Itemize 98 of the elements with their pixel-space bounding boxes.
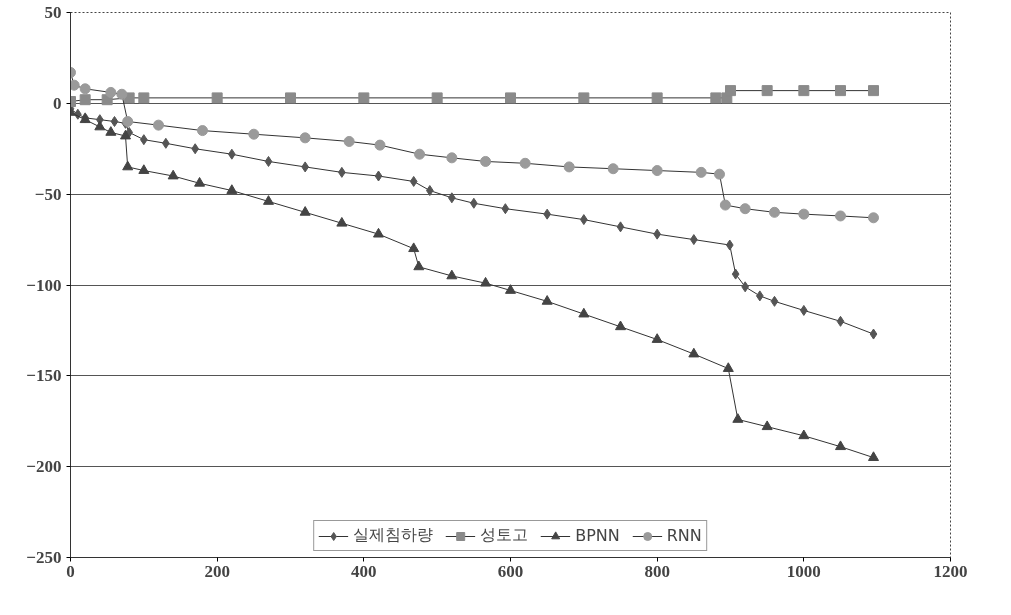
y-tick-label: −100 bbox=[26, 275, 62, 295]
point bbox=[731, 268, 740, 280]
point bbox=[79, 94, 91, 106]
point bbox=[761, 420, 773, 431]
point bbox=[480, 155, 492, 167]
point bbox=[770, 295, 779, 307]
y-tick-label: 50 bbox=[44, 3, 62, 22]
point bbox=[769, 206, 780, 218]
legend-label: RNN bbox=[666, 526, 702, 545]
point bbox=[138, 92, 150, 104]
point bbox=[70, 79, 80, 91]
point bbox=[116, 88, 128, 100]
point bbox=[414, 148, 426, 160]
point bbox=[409, 175, 418, 187]
point bbox=[122, 116, 134, 127]
x-tick-label: 400 bbox=[351, 561, 377, 581]
point bbox=[358, 92, 370, 104]
point bbox=[211, 92, 223, 104]
point bbox=[651, 92, 663, 104]
point bbox=[868, 451, 879, 461]
point bbox=[519, 157, 531, 169]
point bbox=[373, 227, 384, 238]
x-tick-label: 800 bbox=[644, 561, 670, 581]
point bbox=[835, 440, 846, 451]
point bbox=[79, 83, 91, 95]
point bbox=[615, 320, 626, 331]
point bbox=[651, 333, 663, 343]
point bbox=[725, 239, 734, 251]
point bbox=[616, 221, 625, 233]
point bbox=[480, 276, 492, 287]
point bbox=[226, 184, 238, 194]
x-tick-label: 1000 bbox=[786, 561, 821, 581]
point bbox=[505, 92, 516, 104]
point bbox=[446, 152, 458, 164]
point bbox=[725, 85, 736, 97]
point bbox=[761, 85, 773, 97]
point bbox=[105, 126, 117, 136]
y-tick-label: −250 bbox=[26, 548, 62, 567]
point bbox=[563, 161, 575, 173]
point bbox=[446, 269, 458, 280]
point bbox=[336, 216, 348, 227]
point bbox=[695, 166, 707, 178]
point bbox=[651, 165, 663, 177]
point bbox=[710, 92, 722, 104]
point bbox=[739, 203, 751, 215]
point bbox=[836, 315, 845, 327]
point bbox=[505, 284, 516, 294]
point bbox=[868, 212, 879, 224]
point bbox=[120, 129, 131, 140]
point bbox=[94, 120, 106, 131]
legend-label: 성토고 bbox=[480, 525, 529, 546]
point bbox=[501, 203, 510, 215]
point bbox=[868, 85, 879, 97]
y-tick-label: −200 bbox=[26, 457, 62, 477]
x-tick-label: 600 bbox=[497, 561, 524, 581]
point bbox=[431, 92, 443, 104]
point bbox=[578, 307, 590, 318]
point bbox=[719, 199, 731, 211]
point bbox=[578, 92, 590, 104]
point bbox=[732, 413, 744, 423]
point bbox=[835, 85, 846, 97]
point bbox=[194, 176, 206, 187]
point bbox=[264, 155, 273, 167]
point bbox=[197, 125, 208, 137]
legend-label: 실제침하량 bbox=[353, 525, 434, 546]
point bbox=[869, 328, 878, 340]
point bbox=[541, 295, 553, 305]
y-tick-label: 0 bbox=[53, 93, 62, 113]
point bbox=[835, 210, 846, 222]
point bbox=[285, 92, 296, 104]
x-tick-label: 200 bbox=[204, 561, 230, 581]
y-tick-label: −150 bbox=[26, 366, 62, 386]
point bbox=[413, 260, 425, 271]
point bbox=[408, 242, 420, 253]
point bbox=[138, 164, 150, 174]
point bbox=[688, 347, 700, 358]
point bbox=[374, 139, 386, 151]
point bbox=[153, 119, 164, 131]
legend-label: BPNN bbox=[575, 526, 620, 545]
point bbox=[122, 160, 134, 171]
point bbox=[798, 429, 810, 440]
x-tick-label: 0 bbox=[66, 561, 75, 581]
point bbox=[263, 195, 274, 205]
point bbox=[798, 208, 810, 220]
point bbox=[722, 362, 734, 372]
point bbox=[248, 128, 260, 140]
point bbox=[299, 206, 311, 216]
y-tick-label: −50 bbox=[34, 184, 62, 204]
point bbox=[714, 168, 725, 180]
point bbox=[798, 85, 810, 97]
x-tick-label: 1200 bbox=[933, 561, 968, 581]
point bbox=[167, 169, 179, 180]
point bbox=[105, 86, 117, 98]
point bbox=[607, 163, 619, 175]
point bbox=[343, 135, 355, 147]
point bbox=[299, 132, 311, 144]
point bbox=[374, 170, 383, 182]
point bbox=[110, 116, 119, 127]
